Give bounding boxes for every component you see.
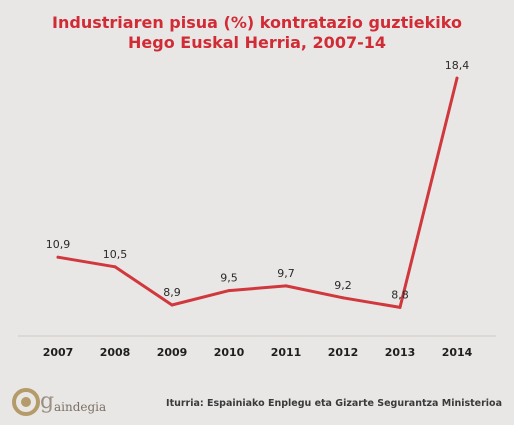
x-tick-label: 2007 xyxy=(43,346,74,359)
data-point xyxy=(455,76,459,80)
data-point xyxy=(56,255,60,259)
data-label: 8,9 xyxy=(163,286,181,299)
x-tick-label: 2010 xyxy=(214,346,245,359)
data-label: 9,2 xyxy=(334,279,352,292)
data-labels: 10,9 10,5 8,9 9,5 9,7 9,2 8,8 18,4 xyxy=(46,59,470,301)
svg-text:g: g xyxy=(40,389,54,414)
x-tick-label: 2011 xyxy=(271,346,302,359)
series-line xyxy=(56,76,459,309)
x-tick-label: 2008 xyxy=(100,346,131,359)
chart-title: Industriaren pisua (%) kontratazio guzti… xyxy=(52,13,462,32)
x-tick-label: 2013 xyxy=(385,346,416,359)
data-label: 10,5 xyxy=(103,248,128,261)
source-note: Iturria: Espainiako Enplegu eta Gizarte … xyxy=(166,398,502,409)
data-point xyxy=(341,296,345,300)
logo-text: aindegia xyxy=(54,400,107,414)
x-tick-labels: 2007 2008 2009 2010 2011 2012 2013 2014 xyxy=(43,346,473,359)
gaindegia-logo: g aindegia xyxy=(10,386,130,418)
series-group xyxy=(56,76,459,309)
data-point xyxy=(398,305,402,309)
data-point xyxy=(170,303,174,307)
data-point xyxy=(284,284,288,288)
logo-emblem-icon: g xyxy=(12,388,54,416)
x-tick-label: 2009 xyxy=(157,346,188,359)
chart-subtitle: Hego Euskal Herria, 2007-14 xyxy=(128,33,386,52)
data-label: 8,8 xyxy=(391,288,409,301)
data-label: 9,5 xyxy=(220,272,238,285)
data-point xyxy=(227,289,231,293)
x-tick-label: 2014 xyxy=(442,346,473,359)
data-label: 10,9 xyxy=(46,238,71,251)
data-point xyxy=(113,265,117,269)
data-label: 9,7 xyxy=(277,267,295,280)
data-label: 18,4 xyxy=(445,59,470,72)
x-tick-label: 2012 xyxy=(328,346,359,359)
